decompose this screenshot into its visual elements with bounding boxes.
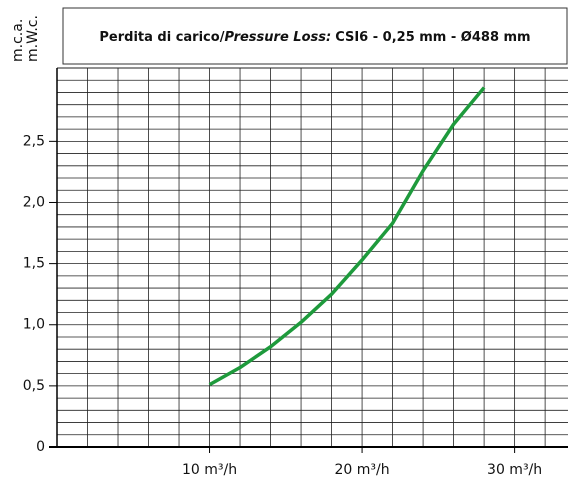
y-tick-label: 0,5 — [23, 378, 45, 394]
x-tick-label: 20 m³/h — [335, 462, 390, 478]
y-tick-label: 2,5 — [23, 133, 45, 149]
title-part: CSI6 - 0,25 mm - Ø488 mm — [335, 30, 530, 45]
data-line — [208, 86, 486, 387]
title-box — [62, 7, 568, 65]
y-axis-label: m.c.a. — [10, 19, 26, 62]
x-tick-label: 30 m³/h — [487, 462, 542, 478]
y-tick-label: 1,0 — [23, 317, 45, 333]
chart-title: Perdita di carico/Pressure Loss: CSI6 - 0… — [99, 30, 530, 45]
title-part: Pressure Loss: — [224, 30, 331, 45]
y-tick-label: 0 — [36, 439, 45, 455]
y-tick-label: 2,0 — [23, 194, 45, 210]
x-tick-label: 10 m³/h — [182, 462, 237, 478]
y-axis-label: m.W.c. — [25, 15, 41, 62]
y-tick-label: 1,5 — [23, 256, 45, 272]
title-part: Perdita di carico/ — [99, 30, 224, 45]
